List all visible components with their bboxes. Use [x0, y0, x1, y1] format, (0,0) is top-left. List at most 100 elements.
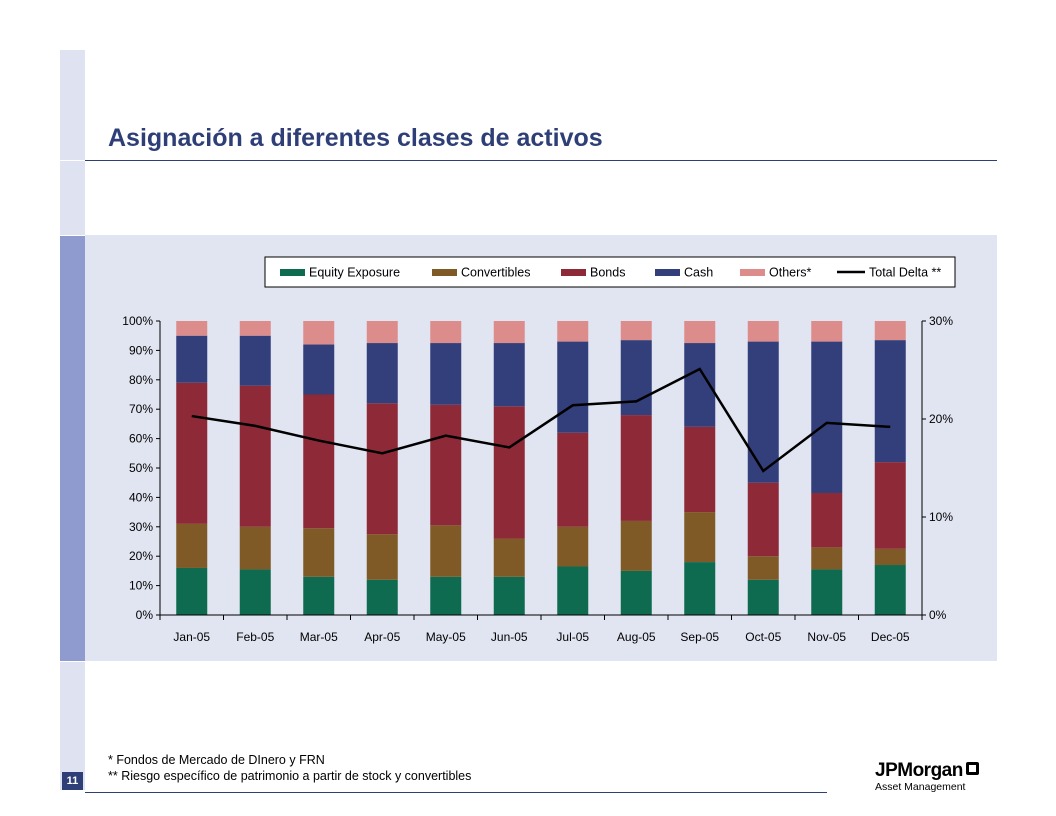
x-tick-label: Apr-05 — [364, 630, 400, 644]
jpmorgan-octagon-icon — [965, 762, 979, 775]
y-tick-label-left: 40% — [129, 490, 153, 504]
bar-segment — [557, 321, 589, 342]
x-tick-label: Feb-05 — [236, 630, 274, 644]
bar-segment — [430, 576, 462, 615]
page-title: Asignación a diferentes clases de activo… — [108, 124, 603, 152]
legend-label: Bonds — [590, 266, 625, 280]
side-strip-divider — [60, 160, 85, 161]
jpmorgan-logo: JPMorgan Asset Management — [875, 760, 979, 793]
y-tick-label-left: 0% — [136, 608, 154, 622]
bar-segment — [493, 321, 525, 344]
bottom-rule — [85, 792, 827, 793]
x-tick-label: Oct-05 — [745, 630, 781, 644]
bar-segment — [366, 343, 398, 404]
bar-segment — [493, 406, 525, 539]
bar-segment — [747, 556, 779, 580]
x-tick-label: Dec-05 — [871, 630, 910, 644]
bar-segment — [811, 341, 843, 493]
bar-segment — [366, 579, 398, 615]
bar-segment — [811, 547, 843, 570]
bar-segment — [557, 526, 589, 567]
bar-segment — [811, 321, 843, 342]
side-strip-accent — [60, 235, 85, 661]
bar-segment — [493, 576, 525, 615]
x-tick-label: Aug-05 — [617, 630, 656, 644]
bar-segment — [747, 482, 779, 557]
x-tick-label: May-05 — [426, 630, 466, 644]
bar-segment — [430, 525, 462, 577]
y-tick-label-right: 20% — [929, 412, 953, 426]
legend-swatch — [655, 269, 680, 276]
bar-segment — [684, 562, 716, 615]
bar-segment — [747, 579, 779, 615]
legend-swatch — [740, 269, 765, 276]
bar-segment — [303, 394, 335, 529]
y-tick-label-left: 80% — [129, 373, 153, 387]
legend-label: Convertibles — [461, 266, 530, 280]
legend-swatch — [432, 269, 457, 276]
bar-segment — [493, 343, 525, 407]
bar-segment — [366, 321, 398, 344]
bar-segment — [620, 415, 652, 521]
stacked-bar-chart: 0% 10% 20% 30% 40% 50% 60% 70% 80% 90% 100% 0% 10% 20… — [122, 256, 956, 644]
bar-segment — [557, 566, 589, 615]
legend-label: Cash — [684, 266, 713, 280]
bar-segment — [684, 321, 716, 344]
footnotes: * Fondos de Mercado de DInero y FRN ** R… — [108, 752, 471, 784]
total-delta-line — [191, 367, 891, 473]
legend-label: Others* — [769, 266, 812, 280]
bar-segment — [239, 569, 271, 615]
bar-segment — [557, 432, 589, 527]
bar-segment — [366, 403, 398, 535]
x-tick-label: Jan-05 — [173, 630, 210, 644]
x-tick-label: Sep-05 — [680, 630, 719, 644]
footnote-1: * Fondos de Mercado de DInero y FRN — [108, 753, 325, 767]
bar-segment — [366, 534, 398, 580]
bar-segment — [176, 382, 208, 524]
legend-label: Equity Exposure — [309, 266, 400, 280]
bar-segment — [747, 341, 779, 483]
page-number: 11 — [62, 772, 83, 790]
title-rule — [85, 160, 997, 161]
bar-segment — [874, 321, 906, 341]
y-tick-label-right: 0% — [929, 608, 947, 622]
y-tick-label-right: 30% — [929, 314, 953, 328]
legend-swatch — [561, 269, 586, 276]
bar-segment — [493, 538, 525, 577]
bar-segment — [811, 492, 843, 548]
y-tick-label-left: 60% — [129, 432, 153, 446]
footnote-2: ** Riesgo específico de patrimonio a par… — [108, 769, 472, 783]
side-strip-divider — [60, 661, 85, 662]
bar-segment — [430, 321, 462, 344]
bar-segment — [176, 321, 208, 336]
chart-panel — [85, 235, 997, 661]
bar-segment — [620, 520, 652, 571]
bar-segment — [303, 576, 335, 615]
bar-segment — [620, 570, 652, 615]
x-tick-label: Jul-05 — [556, 630, 589, 644]
bar-segment — [747, 321, 779, 342]
y-tick-label-left: 90% — [129, 343, 153, 357]
bar-segment — [303, 321, 335, 345]
x-tick-label: Nov-05 — [807, 630, 846, 644]
y-tick-label-left: 20% — [129, 549, 153, 563]
logo-name: JPMorgan — [875, 760, 963, 781]
bar-segment — [176, 335, 208, 383]
side-strip-divider — [60, 235, 85, 236]
bar-segment — [430, 343, 462, 405]
legend-label: Total Delta ** — [869, 266, 941, 280]
bar-segment — [430, 404, 462, 526]
bar-segment — [874, 565, 906, 615]
bar-segment — [874, 548, 906, 566]
logo-subtitle: Asset Management — [875, 781, 966, 793]
bar-segment — [176, 567, 208, 615]
bar-segment — [239, 385, 271, 527]
bar-segment — [239, 335, 271, 386]
bar-segment — [303, 528, 335, 577]
bar-segment — [303, 344, 335, 395]
bar-segment — [874, 340, 906, 463]
bar-segment — [684, 512, 716, 563]
legend-swatch — [280, 269, 305, 276]
x-tick-label: Mar-05 — [300, 630, 338, 644]
y-tick-label-right: 10% — [929, 510, 953, 524]
